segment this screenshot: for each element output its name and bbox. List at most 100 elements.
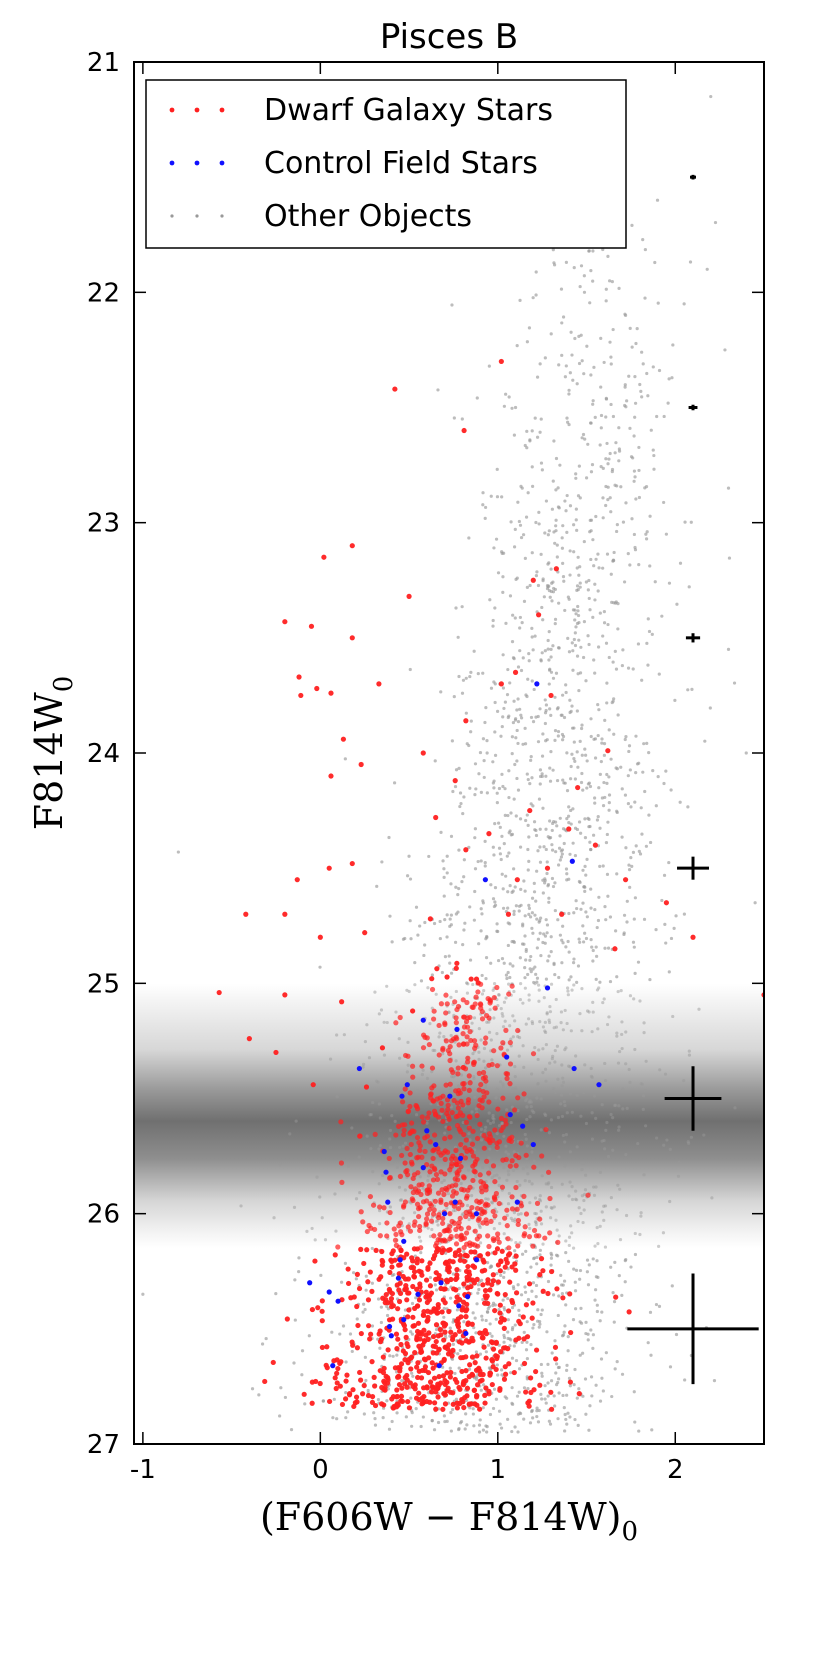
dwarf-galaxy-star-point (343, 1378, 349, 1384)
dwarf-galaxy-star-point (379, 1248, 385, 1255)
dwarf-galaxy-star-point (515, 1221, 521, 1228)
other-object-point (529, 1265, 533, 1269)
other-object-point (527, 652, 531, 656)
other-object-point (499, 734, 503, 738)
other-object-point (578, 1012, 582, 1016)
other-object-point (553, 622, 557, 626)
other-object-point (532, 980, 536, 985)
other-object-point (335, 1095, 339, 1099)
other-object-point (560, 1063, 564, 1067)
other-object-point (477, 1026, 481, 1031)
other-object-point (575, 1093, 579, 1097)
other-object-point (589, 518, 594, 522)
other-object-point (388, 1354, 392, 1358)
control-field-star-point (330, 1363, 336, 1369)
dwarf-galaxy-star-point (410, 1323, 416, 1329)
other-object-point (580, 771, 584, 776)
other-object-point (606, 1155, 611, 1159)
dwarf-galaxy-star-point (509, 1299, 516, 1306)
other-object-point (547, 668, 552, 672)
dwarf-galaxy-star-point (542, 1235, 548, 1241)
dwarf-galaxy-star-point (575, 784, 581, 791)
dwarf-galaxy-star-point (411, 1269, 418, 1275)
other-object-point (642, 1031, 646, 1035)
other-object-point (637, 849, 641, 853)
other-object-point (559, 1020, 563, 1025)
other-object-point (603, 946, 607, 950)
other-object-point (479, 929, 483, 933)
other-object-point (510, 1386, 514, 1390)
other-object-point (524, 1137, 528, 1141)
other-object-point (510, 735, 514, 739)
other-object-point (597, 566, 601, 570)
dwarf-galaxy-star-point (393, 1132, 399, 1138)
other-object-point (669, 936, 674, 941)
dwarf-galaxy-star-point (502, 1215, 508, 1221)
other-object-point (540, 1174, 544, 1178)
other-object-point (547, 1419, 551, 1423)
dwarf-galaxy-star-point (526, 1234, 533, 1240)
other-object-point (427, 854, 431, 859)
dwarf-galaxy-star-point (474, 1135, 481, 1142)
other-object-point (602, 360, 606, 365)
other-object-point (666, 401, 670, 405)
dwarf-galaxy-star-point (482, 1287, 489, 1294)
dwarf-galaxy-star-point (458, 1164, 464, 1170)
other-object-point (511, 1168, 516, 1173)
control-field-star-point (473, 1257, 480, 1263)
other-object-point (548, 1004, 552, 1009)
other-object-point (454, 989, 458, 994)
other-object-point (507, 1172, 511, 1177)
dwarf-galaxy-star-point (505, 1346, 511, 1352)
other-object-point (454, 885, 458, 889)
other-object-point (433, 1048, 437, 1053)
dwarf-galaxy-star-point (414, 1134, 421, 1141)
other-object-point (517, 904, 522, 908)
other-object-point (467, 1162, 471, 1166)
other-object-point (292, 1361, 296, 1365)
other-object-point (526, 1297, 531, 1302)
other-object-point (606, 946, 611, 950)
other-object-point (445, 854, 449, 858)
other-object-point (562, 715, 567, 720)
dwarf-galaxy-star-point (472, 1249, 478, 1255)
other-object-point (532, 881, 536, 885)
dwarf-galaxy-star-point (486, 1170, 492, 1176)
dwarf-galaxy-star-point (487, 1370, 494, 1376)
other-object-point (497, 821, 501, 825)
other-object-point (634, 844, 638, 848)
other-object-point (521, 1167, 525, 1171)
other-object-point (531, 804, 535, 808)
other-object-point (535, 1414, 539, 1419)
other-object-point (550, 843, 554, 847)
other-object-point (580, 1194, 584, 1198)
dwarf-galaxy-star-point (383, 1291, 389, 1298)
y-axis-label-subscript: 0 (49, 676, 79, 693)
other-object-point (479, 907, 483, 911)
other-object-point (491, 988, 495, 992)
other-object-point (619, 989, 623, 993)
other-object-point (593, 671, 597, 675)
dwarf-galaxy-star-point (404, 1297, 410, 1303)
dwarf-galaxy-star-point (442, 1329, 448, 1335)
other-object-point (600, 1139, 604, 1143)
other-object-point (426, 1226, 430, 1230)
other-object-point (604, 1351, 608, 1355)
other-object-point (474, 1174, 478, 1179)
other-object-point (449, 882, 453, 886)
legend-marker (195, 214, 199, 218)
dwarf-galaxy-star-point (309, 1306, 316, 1313)
other-object-point (643, 296, 647, 300)
other-object-point (616, 602, 620, 606)
other-object-point (484, 956, 489, 960)
dwarf-galaxy-star-point (511, 1369, 517, 1376)
other-object-point (513, 1323, 517, 1327)
other-object-point (543, 877, 547, 881)
dwarf-galaxy-star-point (513, 1290, 520, 1296)
dwarf-galaxy-star-point (378, 1336, 385, 1342)
other-object-point (556, 729, 561, 734)
other-object-point (609, 510, 613, 514)
dwarf-galaxy-star-point (412, 1305, 418, 1311)
other-object-point (570, 1110, 574, 1114)
other-object-point (517, 1390, 521, 1394)
